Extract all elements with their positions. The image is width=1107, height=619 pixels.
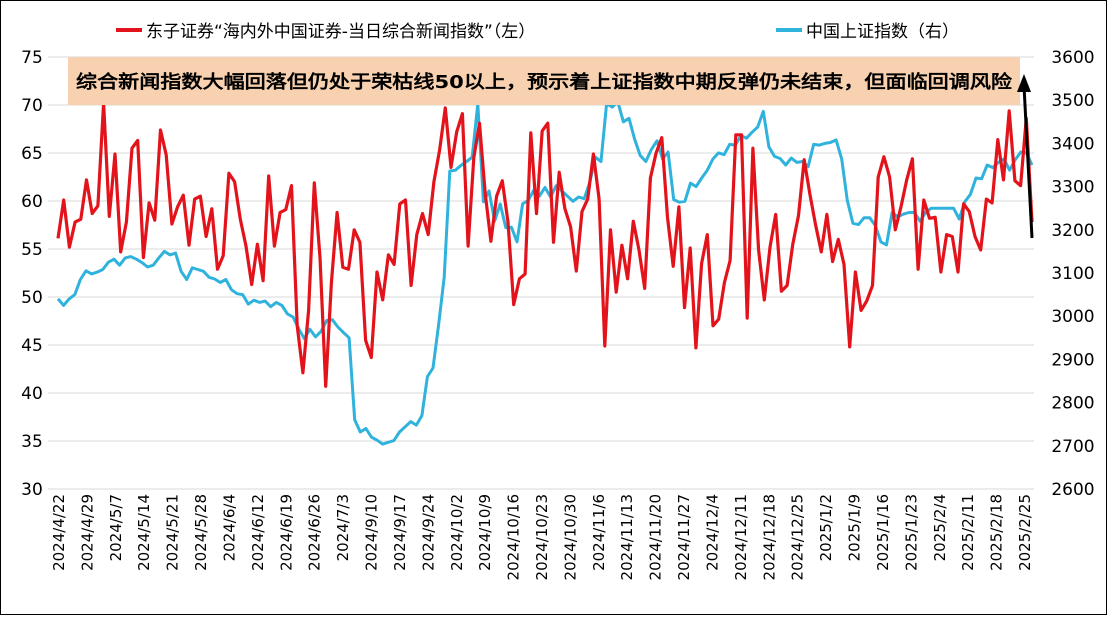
right-tick-label: 2600 xyxy=(1051,480,1094,500)
x-tick-label: 2024/4/29 xyxy=(78,494,96,571)
left-tick-label: 55 xyxy=(21,240,43,260)
x-tick-label: 2024/10/9 xyxy=(476,494,494,571)
x-tick-label: 2024/7/3 xyxy=(334,494,352,561)
right-y-axis: 2600 2700 2800 2900 3000 3100 3200 3300 3400 3500… xyxy=(1051,48,1094,500)
right-tick-label: 3300 xyxy=(1051,178,1094,198)
right-tick-label: 3400 xyxy=(1051,134,1094,154)
left-tick-label: 35 xyxy=(21,432,43,452)
x-tick-label: 2025/2/11 xyxy=(959,494,977,571)
right-tick-label: 2700 xyxy=(1051,437,1094,457)
x-tick-label: 2025/2/18 xyxy=(988,494,1006,571)
right-tick-label: 3200 xyxy=(1051,221,1094,241)
x-tick-label: 2024/9/17 xyxy=(391,494,409,571)
x-tick-label: 2024/6/12 xyxy=(249,494,267,571)
legend: 东子证券“海内外中国证券-当日综合新闻指数”（左） 中国上证指数（右） xyxy=(116,22,959,42)
annotation-box xyxy=(68,57,1020,105)
legend-label-shanghai-index: 中国上证指数（右） xyxy=(806,22,959,42)
x-tick-label: 2024/5/7 xyxy=(107,494,125,561)
right-tick-label: 3000 xyxy=(1051,307,1094,327)
series-line-shanghai-index xyxy=(56,100,1034,446)
left-tick-label: 70 xyxy=(21,96,43,116)
right-tick-label: 3100 xyxy=(1051,264,1094,284)
left-tick-label: 60 xyxy=(21,192,43,212)
x-tick-label: 2024/10/16 xyxy=(505,494,523,580)
x-tick-label: 2024/11/20 xyxy=(647,494,665,580)
x-tick-label: 2025/1/2 xyxy=(817,494,835,561)
x-tick-label: 2024/12/4 xyxy=(703,494,721,571)
series-lines xyxy=(56,100,1034,446)
x-tick-label: 2024/11/6 xyxy=(590,494,608,571)
x-axis: 2024/4/22 2024/4/29 2024/5/7 2024/5/14 2024/… xyxy=(50,494,1034,580)
x-tick-label: 2024/5/21 xyxy=(164,494,182,571)
x-tick-label: 2024/10/23 xyxy=(533,494,551,580)
x-tick-label: 2025/1/23 xyxy=(902,494,920,571)
x-tick-label: 2024/5/28 xyxy=(192,494,210,571)
x-tick-label: 2024/11/27 xyxy=(675,494,693,580)
annotation-text: 综合新闻指数大幅回落但仍处于荣枯线50以上，预示着上证指数中期反弹仍未结束，但面… xyxy=(76,71,1013,93)
x-tick-label: 2025/1/16 xyxy=(874,494,892,571)
x-tick-label: 2024/10/2 xyxy=(448,494,466,571)
series-line-news-index xyxy=(56,101,1034,388)
left-tick-label: 45 xyxy=(21,336,43,356)
x-tick-label: 2024/10/30 xyxy=(561,494,579,580)
right-tick-label: 3600 xyxy=(1051,48,1094,68)
x-tick-label: 2024/12/18 xyxy=(760,494,778,580)
left-tick-label: 75 xyxy=(21,48,43,68)
x-tick-label: 2024/9/24 xyxy=(419,494,437,571)
right-tick-label: 3500 xyxy=(1051,91,1094,111)
x-tick-label: 2024/11/13 xyxy=(618,494,636,580)
left-tick-label: 50 xyxy=(21,288,43,308)
legend-label-news-index: 东子证券“海内外中国证券-当日综合新闻指数”（左） xyxy=(146,22,535,42)
left-tick-label: 65 xyxy=(21,144,43,164)
x-tick-label: 2024/9/10 xyxy=(363,494,381,571)
x-tick-label: 2025/1/9 xyxy=(846,494,864,561)
x-tick-label: 2024/4/22 xyxy=(50,494,68,571)
x-tick-label: 2024/6/26 xyxy=(306,494,324,571)
right-tick-label: 2800 xyxy=(1051,394,1094,414)
annotation: 综合新闻指数大幅回落但仍处于荣枯线50以上，预示着上证指数中期反弹仍未结束，但面… xyxy=(68,57,1020,105)
annotation-arrow xyxy=(1017,74,1034,239)
left-y-axis: 30 35 40 45 50 55 60 65 70 75 xyxy=(21,48,43,500)
left-tick-label: 30 xyxy=(21,480,43,500)
x-tick-label: 2024/12/11 xyxy=(732,494,750,580)
x-tick-label: 2024/6/4 xyxy=(220,494,238,561)
right-tick-label: 2900 xyxy=(1051,350,1094,370)
x-tick-label: 2024/6/19 xyxy=(277,494,295,571)
x-tick-label: 2025/2/25 xyxy=(1016,494,1034,571)
x-tick-label: 2024/12/25 xyxy=(789,494,807,580)
x-tick-label: 2024/5/14 xyxy=(135,494,153,571)
left-tick-label: 40 xyxy=(21,384,43,404)
x-tick-label: 2025/2/4 xyxy=(931,494,949,561)
